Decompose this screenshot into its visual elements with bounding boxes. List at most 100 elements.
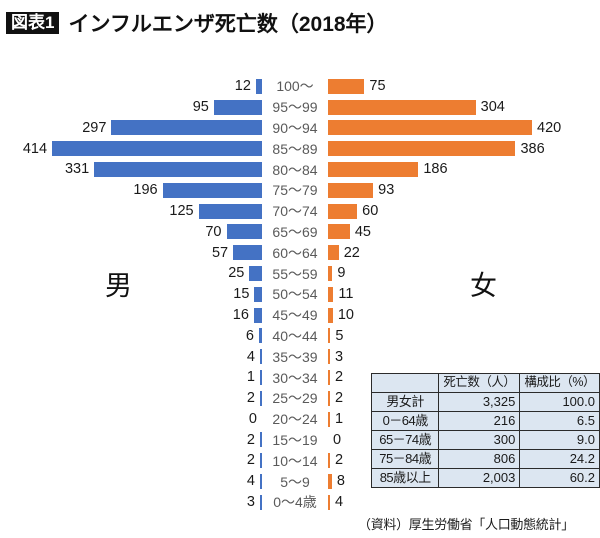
male-value-label: 414 (22, 140, 48, 157)
male-value-label: 2 (246, 452, 255, 469)
pyramid-row: 70 65～69 45 (0, 222, 600, 243)
male-bar (260, 370, 262, 386)
age-band-label: 85～89 (272, 140, 318, 157)
female-value-label: 2 (335, 369, 344, 386)
pyramid-row: 6 40～44 5 (0, 326, 600, 347)
pyramid-row: 297 90～94 420 (0, 118, 600, 139)
male-half: 70 (0, 222, 262, 243)
male-value-label: 297 (82, 119, 107, 136)
age-band-label: 35～39 (272, 348, 318, 365)
male-half: 6 (0, 326, 262, 347)
age-band-label: 10～14 (272, 452, 318, 469)
table-cell-age-group: 0－64歳 (370, 411, 440, 431)
age-band-label: 95～99 (272, 99, 318, 116)
female-half: 1 (328, 409, 600, 430)
table-header-deaths: 死亡数（人） (438, 373, 521, 393)
table-cell-share: 9.0 (519, 430, 600, 450)
age-band-label: 100～ (276, 78, 314, 95)
male-bar (258, 328, 262, 344)
table-header-row: 死亡数（人） 構成比（%） (370, 373, 600, 393)
female-bar (328, 390, 330, 406)
male-bar (259, 349, 262, 365)
pyramid-row: 16 45～49 10 (0, 305, 600, 326)
pyramid-row: 1 30～34 2 (0, 367, 600, 388)
page-title: 図表1 インフルエンザ死亡数（2018年） (6, 8, 388, 38)
female-value-label: 4 (335, 494, 344, 511)
female-half: 304 (328, 97, 600, 118)
female-bar (328, 349, 330, 365)
table-row: 0－64歳 216 6.5 (370, 411, 600, 431)
population-pyramid-chart: 12 100～ 75 95 95～99 304 297 90～94 420 414 85～89 386… (0, 76, 600, 513)
table-row: 男女計 3,325 100.0 (370, 392, 600, 412)
age-band-label: 65～69 (272, 223, 318, 240)
male-value-label: 3 (246, 494, 255, 511)
male-bar (213, 99, 262, 115)
female-bar (328, 411, 330, 427)
age-band-label: 25～29 (272, 390, 318, 407)
female-value-label: 45 (354, 223, 371, 240)
female-value-label: 2 (335, 452, 344, 469)
pyramid-row: 0 20～24 1 (0, 409, 600, 430)
female-bar (328, 99, 476, 115)
male-half: 2 (0, 430, 262, 451)
pyramid-row: 95 95～99 304 (0, 97, 600, 118)
female-value-label: 5 (335, 327, 344, 344)
source-note: （資料）厚生労働省「人口動態統計」 (358, 517, 574, 532)
age-band-label: 5～9 (280, 473, 310, 490)
male-value-label: 2 (246, 390, 255, 407)
age-band-label: 0～4歳 (273, 494, 317, 511)
male-half: 3 (0, 492, 262, 513)
female-half: 3 (328, 346, 600, 367)
table-row: 75－84歳 806 24.2 (370, 449, 600, 469)
female-half: 4 (328, 492, 600, 513)
female-half: 8 (328, 471, 600, 492)
male-half: 2 (0, 450, 262, 471)
table-cell-deaths: 806 (438, 449, 521, 469)
age-band-label: 55～59 (272, 265, 318, 282)
male-bar (260, 390, 262, 406)
age-band-label: 45～49 (272, 307, 318, 324)
male-half: 1 (0, 367, 262, 388)
male-value-label: 16 (232, 306, 249, 323)
female-bar (328, 370, 330, 386)
pyramid-row: 414 85～89 386 (0, 138, 600, 159)
table-cell-age-group: 85歳以上 (370, 468, 440, 488)
female-bar (328, 182, 374, 198)
female-bar (328, 162, 419, 178)
male-bar (255, 78, 262, 94)
pyramid-row: 331 80～84 186 (0, 159, 600, 180)
pyramid-row: 125 70～74 60 (0, 201, 600, 222)
male-half: 25 (0, 263, 262, 284)
female-half: 60 (328, 201, 600, 222)
female-value-label: 60 (362, 202, 379, 219)
male-value-label: 331 (64, 161, 90, 178)
female-value-label: 186 (423, 161, 448, 178)
male-half: 16 (0, 305, 262, 326)
age-band-label: 20～24 (272, 411, 318, 428)
table-cell-age-group: 男女計 (370, 392, 440, 412)
female-value-label: 420 (537, 119, 562, 136)
male-value-label: 0 (248, 410, 257, 427)
female-bar (328, 78, 365, 94)
chart-title: インフルエンザ死亡数（2018年） (68, 13, 388, 36)
female-value-label: 2 (335, 390, 344, 407)
male-half: 0 (0, 409, 262, 430)
female-half: 75 (328, 76, 600, 97)
female-half: 2 (328, 388, 600, 409)
female-bar (328, 494, 330, 510)
female-half: 0 (328, 430, 600, 451)
male-value-label: 57 (211, 244, 229, 261)
female-value-label: 10 (337, 306, 354, 323)
table-cell-share: 6.5 (519, 411, 600, 431)
male-half: 297 (0, 118, 262, 139)
female-half: 9 (328, 263, 600, 284)
age-band-label: 60～64 (272, 244, 318, 261)
pyramid-row: 2 25～29 2 (0, 388, 600, 409)
male-bar (253, 307, 262, 323)
male-value-label: 1 (246, 369, 255, 386)
table-body: 男女計 3,325 100.0 0－64歳 216 6.5 65－74歳 300 9.0 75－8… (370, 392, 600, 488)
male-value-label: 70 (205, 223, 222, 240)
male-value-label: 2 (246, 431, 255, 448)
female-value-label: 8 (336, 473, 345, 490)
pyramid-row: 196 75～79 93 (0, 180, 600, 201)
